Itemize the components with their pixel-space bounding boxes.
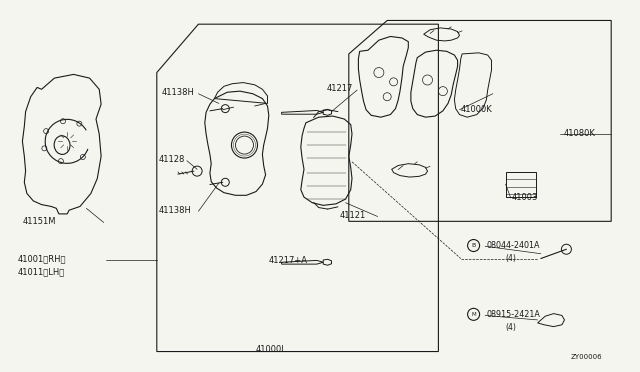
Text: (4): (4) [506,254,516,263]
Text: 41003: 41003 [512,193,538,202]
Text: 41138H: 41138H [161,88,194,97]
Text: M: M [471,312,476,317]
Text: 41000L: 41000L [256,345,287,354]
Text: 41138H: 41138H [159,206,191,215]
Text: 41011〈LH〉: 41011〈LH〉 [18,267,65,276]
Bar [506,172,536,197]
Text: ZY00006: ZY00006 [571,354,602,360]
Text: 08915-2421A: 08915-2421A [486,310,540,319]
Text: 41000K: 41000K [461,105,493,114]
Text: 41121: 41121 [339,211,365,220]
Text: 41001〈RH〉: 41001〈RH〉 [18,254,67,263]
Text: 41217+A: 41217+A [269,256,308,265]
Text: 41217: 41217 [326,84,353,93]
Text: 41151M: 41151M [22,217,56,226]
Text: 08044-2401A: 08044-2401A [486,241,540,250]
Text: 41080K: 41080K [563,129,595,138]
Text: (4): (4) [506,323,516,332]
Text: B: B [472,243,476,248]
Text: 41128: 41128 [159,155,185,164]
